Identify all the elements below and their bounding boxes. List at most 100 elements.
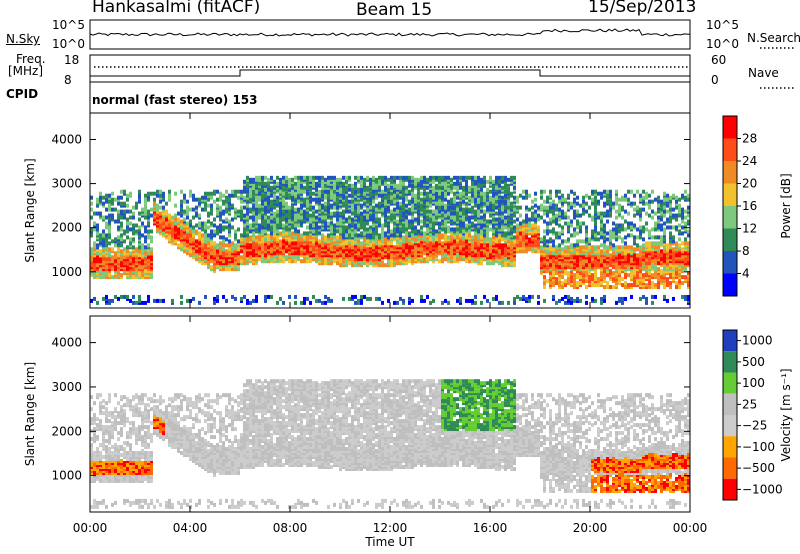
heatmap-cell — [180, 294, 183, 299]
heatmap-cell — [429, 300, 432, 305]
heatmap-cell — [126, 217, 129, 222]
heatmap-cell — [600, 281, 603, 286]
heatmap-cell — [564, 249, 567, 254]
heatmap-cell — [315, 215, 318, 220]
heatmap-cell — [453, 205, 456, 210]
heatmap-cell — [438, 205, 441, 210]
heatmap-cell — [147, 243, 150, 248]
heatmap-cell — [483, 175, 486, 180]
heatmap-cell — [594, 221, 597, 226]
heatmap-cell — [180, 199, 183, 204]
heatmap-cell — [432, 179, 435, 184]
heatmap-cell — [522, 294, 525, 299]
heatmap-cell — [126, 265, 129, 270]
heatmap-cell — [393, 245, 396, 250]
heatmap-cell — [105, 247, 108, 252]
heatmap-cell — [186, 251, 189, 256]
heatmap-cell — [243, 227, 246, 232]
heatmap-cell — [339, 177, 342, 182]
heatmap-cell — [540, 189, 543, 194]
heatmap-cell — [99, 257, 102, 262]
heatmap-cell — [201, 207, 204, 212]
heatmap-cell — [486, 179, 489, 184]
heatmap-cell — [210, 251, 213, 256]
heatmap-cell — [540, 237, 543, 242]
heatmap-cell — [240, 199, 243, 204]
heatmap-cell — [195, 249, 198, 254]
heatmap-cell — [288, 195, 291, 200]
heatmap-cell — [225, 199, 228, 204]
heatmap-cell — [396, 300, 399, 305]
heatmap-cell — [246, 189, 249, 194]
heatmap-cell — [486, 235, 489, 240]
heatmap-cell — [561, 229, 564, 234]
heatmap-cell — [123, 189, 126, 194]
heatmap-cell — [492, 179, 495, 184]
heatmap-cell — [408, 207, 411, 212]
heatmap-cell — [573, 227, 576, 232]
heatmap-cell — [534, 229, 537, 234]
heatmap-cell — [255, 227, 258, 232]
heatmap-cell — [471, 205, 474, 210]
heatmap-cell — [465, 175, 468, 180]
heatmap-cell — [204, 235, 207, 240]
heatmap-cell — [327, 233, 330, 238]
heatmap-cell — [378, 296, 381, 301]
heatmap-cell — [345, 259, 348, 264]
heatmap-cell — [594, 233, 597, 238]
heatmap-cell — [543, 199, 546, 204]
heatmap-cell — [330, 245, 333, 250]
heatmap-cell — [549, 205, 552, 210]
heatmap-cell — [552, 205, 555, 210]
heatmap-cell — [192, 215, 195, 220]
heatmap-cell — [477, 203, 480, 208]
heatmap-cell — [234, 207, 237, 212]
heatmap-cell — [291, 259, 294, 264]
heatmap-cell — [273, 179, 276, 184]
heatmap-cell — [438, 209, 441, 214]
heatmap-cell — [282, 215, 285, 220]
heatmap-cell — [90, 195, 93, 200]
heatmap-cell — [399, 296, 402, 301]
heatmap-cell — [93, 227, 96, 232]
heatmap-cell — [357, 298, 360, 303]
heatmap-cell — [465, 233, 468, 238]
heatmap-cell — [180, 219, 183, 224]
heatmap-cell — [444, 175, 447, 180]
heatmap-cell — [519, 296, 522, 301]
heatmap-cell — [312, 229, 315, 234]
heatmap-cell — [426, 209, 429, 214]
heatmap-cell — [153, 197, 156, 202]
heatmap-cell — [495, 199, 498, 204]
heatmap-cell — [111, 247, 114, 252]
heatmap-cell — [570, 296, 573, 301]
heatmap-cell — [129, 191, 132, 196]
nave-label: Nave — [748, 66, 779, 80]
heatmap-cell — [120, 189, 123, 194]
heatmap-cell — [294, 213, 297, 218]
heatmap-cell — [477, 213, 480, 218]
heatmap-cell — [168, 189, 171, 194]
heatmap-cell — [126, 203, 129, 208]
heatmap-cell — [120, 243, 123, 248]
heatmap-cell — [429, 237, 432, 242]
heatmap-cell — [588, 245, 591, 250]
heatmap-cell — [555, 249, 558, 254]
heatmap-cell — [324, 257, 327, 262]
heatmap-cell — [579, 271, 582, 276]
heatmap-cell — [501, 243, 504, 248]
heatmap-cell — [132, 237, 135, 242]
heatmap-cell — [174, 225, 177, 230]
heatmap-cell — [213, 241, 216, 246]
heatmap-cell — [378, 241, 381, 246]
heatmap-cell — [396, 261, 399, 266]
heatmap-cell — [360, 187, 363, 192]
heatmap-cell — [414, 181, 417, 186]
heatmap-cell — [231, 193, 234, 198]
heatmap-cell — [492, 191, 495, 196]
heatmap-cell — [174, 221, 177, 226]
heatmap-cell — [282, 187, 285, 192]
heatmap-cell — [258, 227, 261, 232]
heatmap-cell — [471, 175, 474, 180]
heatmap-cell — [99, 275, 102, 280]
